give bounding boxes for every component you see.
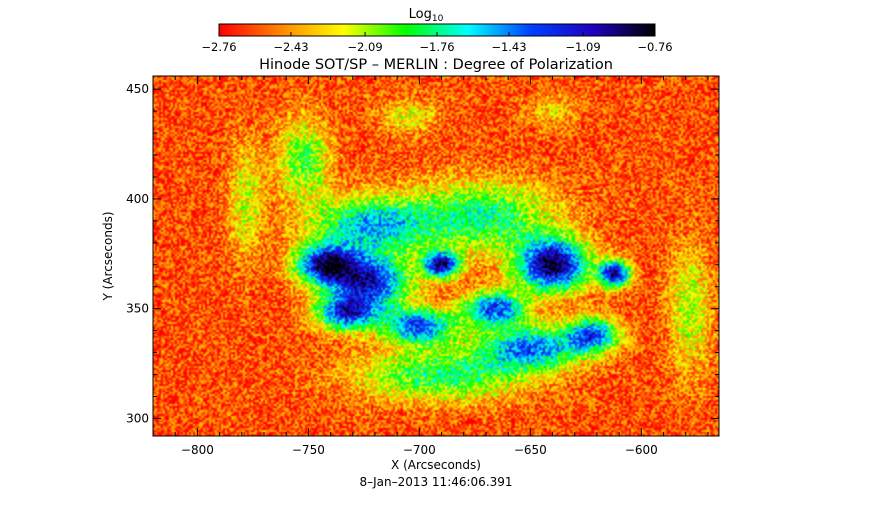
- x-tick-label: −650: [514, 443, 547, 457]
- colorbar-tick-label: −2.43: [273, 40, 308, 54]
- y-tick-label: 350: [126, 302, 149, 316]
- colorbar-label: Log10: [409, 7, 444, 24]
- plot-frame: [152, 75, 720, 437]
- y-tick-label: 450: [126, 82, 149, 96]
- plot-area: −800 −750 −700 −650 −600 300 350 400 450: [126, 75, 720, 457]
- chart-title: Hinode SOT/SP – MERLIN : Degree of Polar…: [259, 57, 613, 73]
- y-tick-label: 400: [126, 192, 149, 206]
- x-tick-label: −700: [403, 443, 436, 457]
- y-tick-label: 300: [126, 411, 149, 425]
- heatmap-image: [153, 76, 719, 436]
- y-axis-label: Y (Arcseconds): [101, 211, 115, 301]
- x-tick-label: −600: [625, 443, 658, 457]
- x-tick-label: −750: [292, 443, 325, 457]
- colorbar: Log10 −2.76 −2.43 −2.09 −1.76 −1.43 −1.09 −0.7…: [201, 7, 672, 54]
- colorbar-tick-label: −2.76: [201, 40, 236, 54]
- axis-ticks: −800 −750 −700 −650 −600 300 350 400 450: [126, 76, 719, 457]
- colorbar-tick-label: −1.43: [491, 40, 526, 54]
- colorbar-tick-label: −0.76: [637, 40, 672, 54]
- colorbar-tick-label: −1.09: [565, 40, 600, 54]
- colorbar-ticks: −2.76 −2.43 −2.09 −1.76 −1.43 −1.09 −0.76: [201, 32, 673, 54]
- x-tick-label: −800: [181, 443, 214, 457]
- colorbar-tick-label: −2.09: [347, 40, 382, 54]
- colorbar-tick-label: −1.76: [419, 40, 454, 54]
- timestamp: 8–Jan–2013 11:46:06.391: [359, 475, 512, 489]
- x-axis-label: X (Arcseconds): [391, 458, 481, 472]
